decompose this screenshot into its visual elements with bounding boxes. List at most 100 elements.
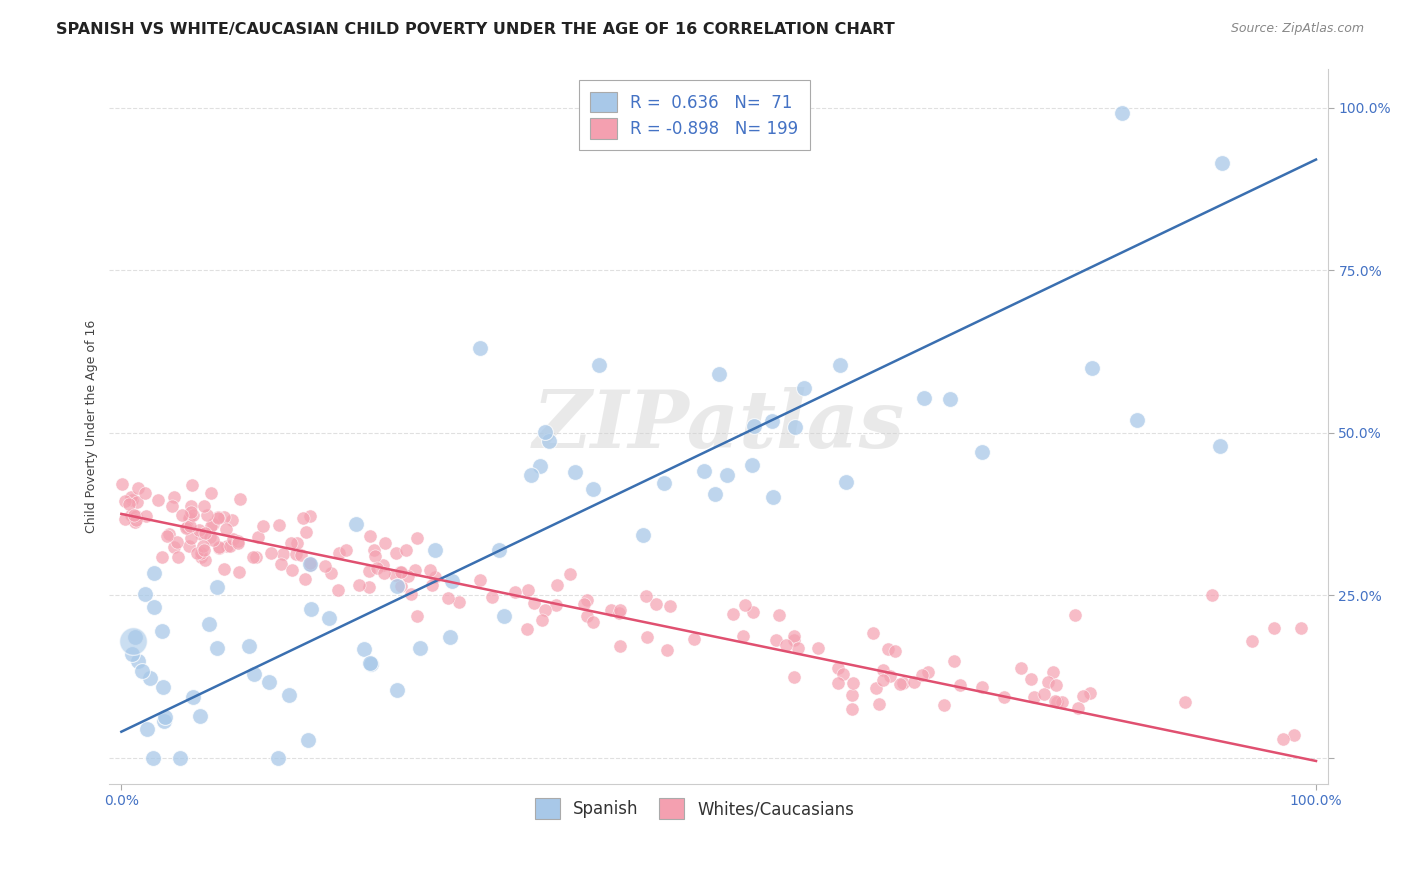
Point xyxy=(291,511,314,525)
Point xyxy=(872,673,894,687)
Point xyxy=(406,608,429,623)
Point xyxy=(970,681,993,695)
Point xyxy=(347,578,370,592)
Point xyxy=(186,546,208,560)
Point xyxy=(1209,439,1232,453)
Text: ZIPatlas: ZIPatlas xyxy=(533,387,904,465)
Point xyxy=(449,595,471,609)
Point xyxy=(314,559,336,574)
Point xyxy=(214,562,236,576)
Point xyxy=(652,475,675,490)
Point xyxy=(793,381,815,395)
Point xyxy=(217,539,239,553)
Point xyxy=(841,688,863,702)
Point xyxy=(741,458,763,473)
Point xyxy=(599,603,621,617)
Point xyxy=(357,580,380,594)
Point xyxy=(226,534,249,549)
Point xyxy=(181,508,204,522)
Point xyxy=(176,520,198,534)
Point xyxy=(531,613,554,627)
Point xyxy=(114,494,136,508)
Point xyxy=(742,418,765,433)
Point xyxy=(208,541,231,555)
Point xyxy=(384,568,406,582)
Point xyxy=(783,629,806,643)
Point xyxy=(125,509,148,524)
Point xyxy=(269,518,291,533)
Point xyxy=(1201,588,1223,602)
Point xyxy=(1174,694,1197,708)
Point xyxy=(295,525,318,540)
Point xyxy=(868,697,890,711)
Point xyxy=(118,497,141,511)
Point xyxy=(1042,665,1064,680)
Point xyxy=(1291,621,1313,635)
Point xyxy=(682,632,704,647)
Point xyxy=(423,543,446,558)
Point xyxy=(190,546,212,560)
Point xyxy=(208,540,231,554)
Point xyxy=(903,675,925,690)
Point xyxy=(419,563,441,577)
Point xyxy=(190,527,212,541)
Point xyxy=(787,640,810,655)
Point xyxy=(716,468,738,483)
Point xyxy=(373,566,395,580)
Point xyxy=(245,550,267,565)
Point xyxy=(1078,686,1101,700)
Point xyxy=(266,750,288,764)
Point xyxy=(1282,728,1305,742)
Point xyxy=(762,490,785,504)
Point xyxy=(191,539,214,553)
Point xyxy=(335,542,357,557)
Point xyxy=(242,550,264,565)
Point xyxy=(693,464,716,478)
Point xyxy=(468,341,491,355)
Point xyxy=(190,549,212,564)
Text: SPANISH VS WHITE/CAUCASIAN CHILD POVERTY UNDER THE AGE OF 16 CORRELATION CHART: SPANISH VS WHITE/CAUCASIAN CHILD POVERTY… xyxy=(56,22,896,37)
Point xyxy=(364,549,387,563)
Point xyxy=(181,690,204,704)
Point xyxy=(828,359,851,373)
Point xyxy=(169,750,191,764)
Point xyxy=(180,531,202,545)
Point xyxy=(470,573,492,587)
Point xyxy=(221,513,243,527)
Point xyxy=(127,654,149,668)
Point xyxy=(134,587,156,601)
Point xyxy=(163,541,186,555)
Point xyxy=(1021,673,1043,687)
Point xyxy=(609,603,631,617)
Point xyxy=(1126,412,1149,426)
Point xyxy=(246,530,269,544)
Point xyxy=(409,641,432,656)
Point xyxy=(879,669,901,683)
Point xyxy=(156,529,179,543)
Point xyxy=(174,521,197,535)
Point xyxy=(122,508,145,523)
Point xyxy=(242,667,264,681)
Point xyxy=(721,607,744,621)
Point xyxy=(181,478,204,492)
Point xyxy=(385,546,408,560)
Point xyxy=(835,475,858,489)
Point xyxy=(371,558,394,573)
Point xyxy=(827,661,849,675)
Point xyxy=(934,698,956,713)
Point xyxy=(911,668,934,682)
Point xyxy=(163,490,186,504)
Point xyxy=(733,629,755,643)
Point xyxy=(114,512,136,526)
Point xyxy=(503,585,526,599)
Point xyxy=(359,564,381,578)
Point xyxy=(396,568,419,582)
Point xyxy=(575,609,598,624)
Point xyxy=(281,563,304,577)
Point xyxy=(439,630,461,644)
Point xyxy=(939,392,962,407)
Point xyxy=(111,477,134,491)
Point xyxy=(389,579,412,593)
Point xyxy=(609,639,631,653)
Point xyxy=(202,533,225,547)
